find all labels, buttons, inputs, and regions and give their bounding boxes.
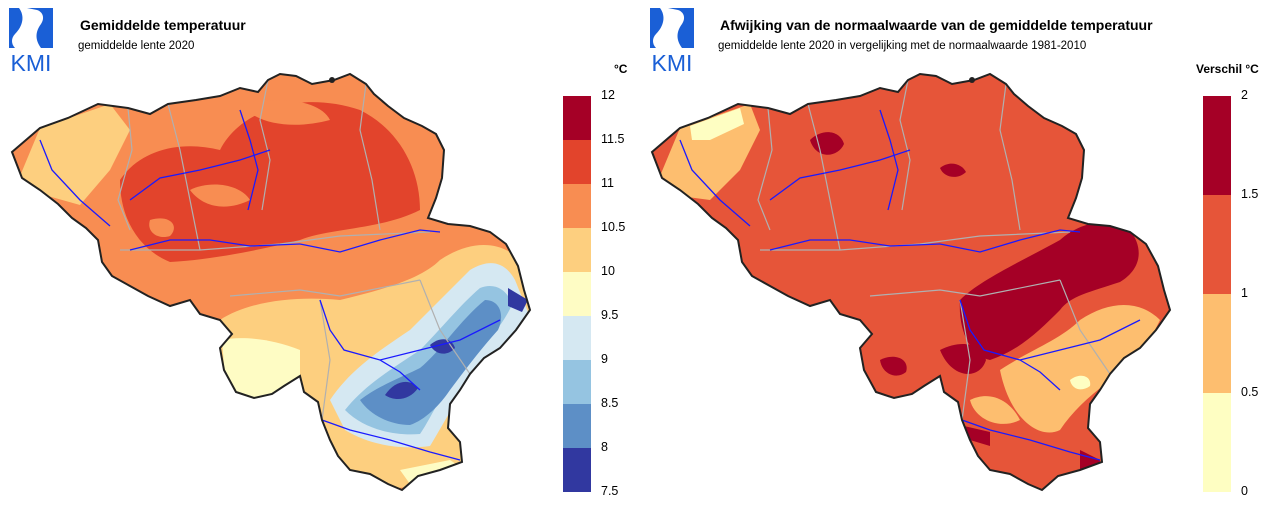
temperature-legend: 12 11.5 11 10.5 10 9.5 9 8.5 8 7.5 — [563, 88, 633, 498]
legend-tick: 11 — [601, 176, 614, 190]
map-subtitle: gemiddelde lente 2020 — [78, 40, 195, 52]
anomaly-legend: 2 1.5 1 0.5 0 — [1203, 88, 1273, 498]
kmi-logo: KMI — [5, 4, 57, 76]
legend-tick: 10.5 — [601, 220, 626, 234]
right-panel: KMI Afwijking van de normaalwaarde van d… — [640, 0, 1280, 507]
map-title: Afwijking van de normaalwaarde van de ge… — [720, 17, 1153, 33]
legend-swatch — [1203, 195, 1231, 294]
legend-swatch — [563, 272, 591, 316]
kmi-logo: KMI — [646, 4, 698, 76]
legend-tick: 9 — [601, 352, 608, 366]
logo-label: KMI — [10, 50, 52, 76]
legend-tick: 11.5 — [601, 132, 625, 146]
left-panel: KMI Gemiddelde temperatuur gemiddelde le… — [5, 4, 633, 498]
map-title: Gemiddelde temperatuur — [80, 17, 246, 33]
legend-swatch — [1203, 96, 1231, 195]
legend-tick: 8.5 — [601, 396, 619, 410]
legend-swatch — [1203, 393, 1231, 492]
legend-tick: 2 — [1241, 88, 1248, 102]
legend-tick: 0.5 — [1241, 385, 1259, 399]
logo-label: KMI — [651, 50, 693, 76]
temperature-map — [11, 73, 531, 491]
legend-unit: Verschil °C — [1196, 62, 1259, 76]
legend-tick: 1.5 — [1241, 187, 1259, 201]
legend-tick: 0 — [1241, 484, 1248, 498]
temperature-anomaly-map — [651, 73, 1171, 491]
legend-swatch — [563, 360, 591, 404]
legend-unit: °C — [614, 62, 628, 76]
legend-swatch — [563, 448, 591, 492]
legend-tick: 10 — [601, 264, 615, 278]
legend-swatch — [563, 228, 591, 272]
legend-tick: 7.5 — [601, 484, 619, 498]
legend-tick: 8 — [601, 440, 608, 454]
legend-swatch — [1203, 294, 1231, 393]
legend-tick: 9.5 — [601, 308, 619, 322]
legend-swatch — [563, 184, 591, 228]
legend-tick: 1 — [1241, 286, 1248, 300]
legend-swatch — [563, 140, 591, 184]
legend-swatch — [563, 96, 591, 140]
legend-tick: 12 — [601, 88, 615, 102]
legend-swatch — [563, 316, 591, 360]
legend-swatch — [563, 404, 591, 448]
map-subtitle: gemiddelde lente 2020 in vergelijking me… — [718, 40, 1087, 52]
